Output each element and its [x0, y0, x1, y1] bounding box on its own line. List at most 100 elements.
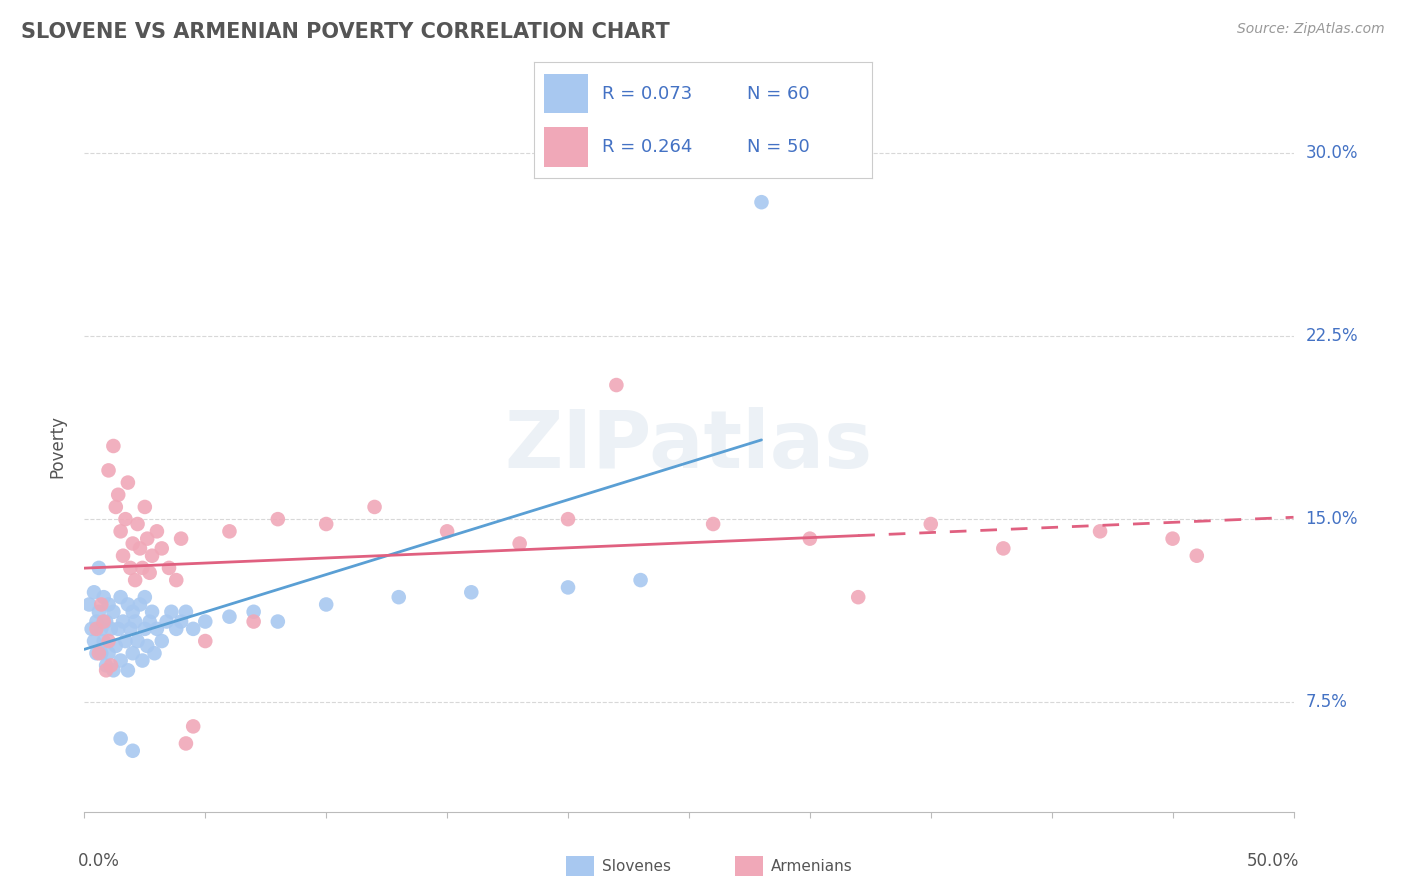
Point — [120, 622, 142, 636]
Point — [388, 590, 411, 604]
Point — [181, 622, 204, 636]
Point — [557, 581, 579, 595]
Point — [110, 524, 132, 539]
Point — [97, 463, 120, 477]
Point — [846, 590, 869, 604]
Point — [87, 605, 110, 619]
Point — [799, 532, 821, 546]
Point — [993, 541, 1015, 556]
Point — [97, 646, 120, 660]
FancyBboxPatch shape — [734, 856, 763, 876]
Point — [90, 622, 112, 636]
Point — [114, 634, 136, 648]
Text: 30.0%: 30.0% — [1306, 145, 1358, 162]
Point — [110, 654, 132, 668]
Point — [121, 605, 143, 619]
Point — [117, 663, 139, 677]
Text: SLOVENE VS ARMENIAN POVERTY CORRELATION CHART: SLOVENE VS ARMENIAN POVERTY CORRELATION … — [21, 22, 669, 42]
Point — [134, 500, 156, 514]
Point — [94, 658, 117, 673]
Point — [136, 532, 159, 546]
Point — [124, 615, 146, 629]
Point — [93, 634, 115, 648]
Point — [155, 615, 177, 629]
Point — [174, 605, 197, 619]
Point — [97, 634, 120, 648]
Point — [129, 598, 152, 612]
Point — [131, 654, 153, 668]
Point — [170, 532, 193, 546]
Point — [97, 598, 120, 612]
Point — [1088, 524, 1111, 539]
Text: ZIPatlas: ZIPatlas — [505, 407, 873, 485]
Point — [94, 663, 117, 677]
Point — [134, 590, 156, 604]
Point — [751, 195, 773, 210]
Text: R = 0.073: R = 0.073 — [602, 85, 692, 103]
Point — [181, 719, 204, 733]
Point — [242, 615, 264, 629]
Point — [121, 744, 143, 758]
Point — [165, 622, 187, 636]
Text: Slovenes: Slovenes — [602, 859, 671, 873]
Point — [90, 646, 112, 660]
Point — [134, 622, 156, 636]
Text: Armenians: Armenians — [770, 859, 852, 873]
Text: 22.5%: 22.5% — [1306, 327, 1358, 345]
Point — [100, 622, 122, 636]
Point — [117, 475, 139, 490]
Point — [83, 585, 105, 599]
Point — [165, 573, 187, 587]
Point — [131, 561, 153, 575]
Point — [146, 524, 169, 539]
Text: N = 50: N = 50 — [747, 138, 810, 156]
Point — [104, 500, 127, 514]
Point — [141, 605, 163, 619]
Point — [110, 731, 132, 746]
Text: 0.0%: 0.0% — [79, 852, 120, 870]
Point — [103, 663, 125, 677]
Point — [267, 512, 290, 526]
Point — [117, 598, 139, 612]
Point — [436, 524, 458, 539]
Point — [170, 615, 193, 629]
Point — [138, 615, 160, 629]
Point — [94, 615, 117, 629]
Point — [702, 516, 724, 531]
Point — [160, 605, 183, 619]
Text: 7.5%: 7.5% — [1306, 693, 1347, 711]
Point — [86, 615, 108, 629]
Point — [120, 561, 142, 575]
Point — [86, 646, 108, 660]
Point — [114, 512, 136, 526]
Point — [509, 536, 531, 550]
Point — [83, 634, 105, 648]
Point — [100, 658, 122, 673]
Point — [1185, 549, 1208, 563]
Point — [141, 549, 163, 563]
Point — [103, 439, 125, 453]
Point — [138, 566, 160, 580]
Point — [194, 634, 217, 648]
Point — [267, 615, 290, 629]
FancyBboxPatch shape — [565, 856, 595, 876]
Point — [460, 585, 482, 599]
Point — [1161, 532, 1184, 546]
Point — [136, 639, 159, 653]
Point — [110, 590, 132, 604]
Point — [107, 622, 129, 636]
Point — [157, 561, 180, 575]
Point — [920, 516, 942, 531]
Point — [127, 634, 149, 648]
Point — [107, 488, 129, 502]
Point — [218, 524, 240, 539]
Point — [194, 615, 217, 629]
Point — [87, 561, 110, 575]
Point — [242, 605, 264, 619]
Point — [146, 622, 169, 636]
Point — [93, 590, 115, 604]
Point — [77, 598, 100, 612]
Point — [80, 622, 103, 636]
Point — [112, 549, 135, 563]
FancyBboxPatch shape — [544, 74, 588, 113]
